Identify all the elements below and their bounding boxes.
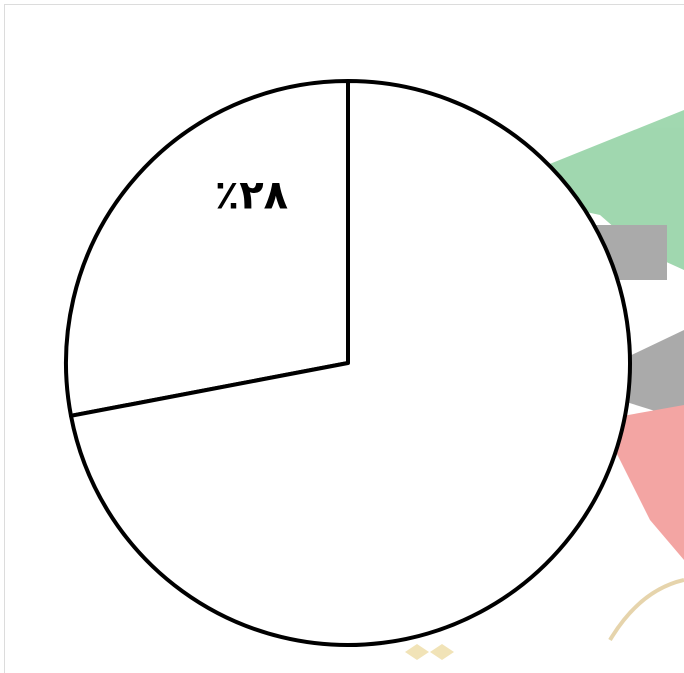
page: {"chart_data": {"type": "pie", "values":… [0,0,684,673]
chart: ٪٢٨ [0,0,684,673]
slice-label: ٪٢٨ [215,172,288,218]
pie: ٪٢٨ [66,81,630,645]
